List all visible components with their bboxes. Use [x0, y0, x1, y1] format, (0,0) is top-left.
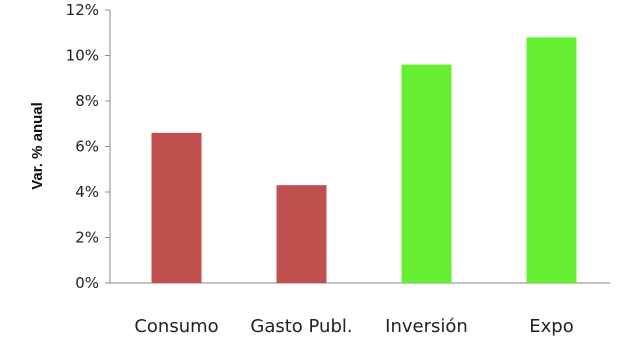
y-tick-label: 0%	[75, 274, 99, 292]
y-tick-label: 10%	[66, 47, 99, 65]
y-tick-label: 2%	[75, 229, 99, 247]
bar	[276, 185, 327, 283]
y-tick-labels: 0% 2% 4% 6% 8% 10% 12%	[66, 1, 110, 292]
bar	[151, 132, 202, 283]
y-tick-label: 4%	[75, 183, 99, 201]
y-tick-label: 12%	[66, 1, 99, 19]
x-tick-label: Consumo	[134, 316, 218, 337]
y-axis-title: Var. % anual	[29, 102, 46, 190]
x-tick-label: Gasto Publ.	[250, 316, 352, 337]
x-tick-label: Inversión	[385, 316, 468, 337]
bar	[526, 37, 577, 283]
x-tick-label: Expo	[529, 316, 573, 337]
y-tick-label: 8%	[75, 92, 99, 110]
bar	[401, 64, 452, 283]
bars	[151, 37, 577, 283]
y-tick-label: 6%	[75, 138, 99, 156]
x-tick-labels: Consumo Gasto Publ. Inversión Expo	[134, 316, 573, 337]
